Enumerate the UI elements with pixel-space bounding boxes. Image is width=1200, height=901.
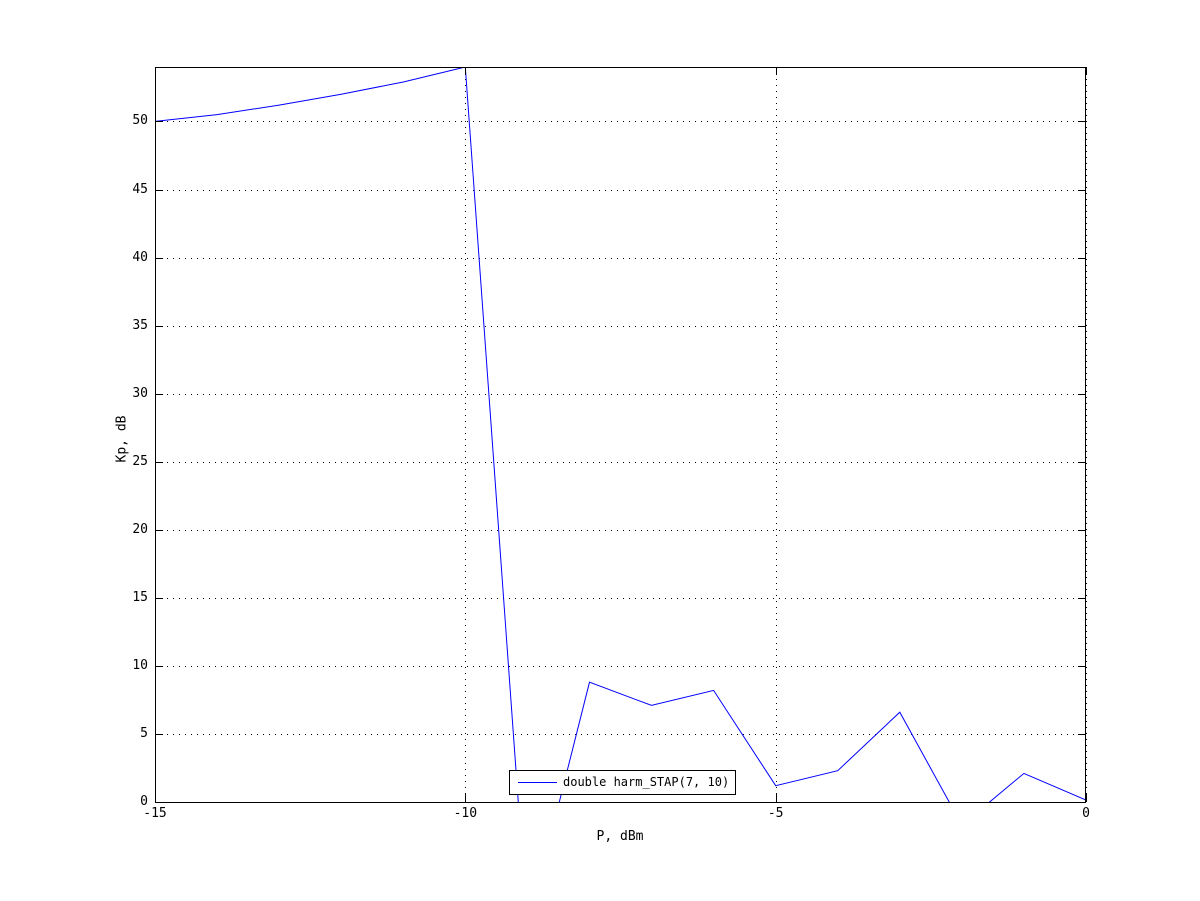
axis-ticks <box>155 67 1087 803</box>
y-tick-label: 20 <box>132 521 148 537</box>
x-tick-label: 0 <box>1082 806 1090 821</box>
y-axis-label-text: Kp, dB <box>114 415 130 463</box>
y-tick-label: 15 <box>132 589 148 605</box>
y-tick-label: 30 <box>132 385 148 401</box>
y-tick-label: 0 <box>140 794 148 809</box>
series-polyline <box>155 67 1086 802</box>
y-tick-label: 35 <box>132 317 148 333</box>
x-axis-label: P, dBm <box>596 829 644 844</box>
y-tick-label: 10 <box>132 657 148 673</box>
y-tick-label: 5 <box>140 725 148 741</box>
plot-frame <box>155 67 1086 803</box>
legend-line-sample-icon <box>518 782 557 783</box>
y-tick-label: 40 <box>132 249 148 265</box>
legend-label: double harm_STAP(7, 10) <box>563 775 730 789</box>
legend: double harm_STAP(7, 10) <box>509 770 736 795</box>
x-tick-label: -10 <box>453 806 478 821</box>
series-lines <box>155 67 1086 802</box>
x-tick-label: -5 <box>767 806 784 821</box>
y-tick-label: 50 <box>132 113 148 129</box>
y-tick-label: 45 <box>132 181 148 197</box>
grid-lines <box>155 67 1087 803</box>
x-tick-label: -15 <box>143 806 167 821</box>
y-tick-label: 25 <box>132 453 148 469</box>
